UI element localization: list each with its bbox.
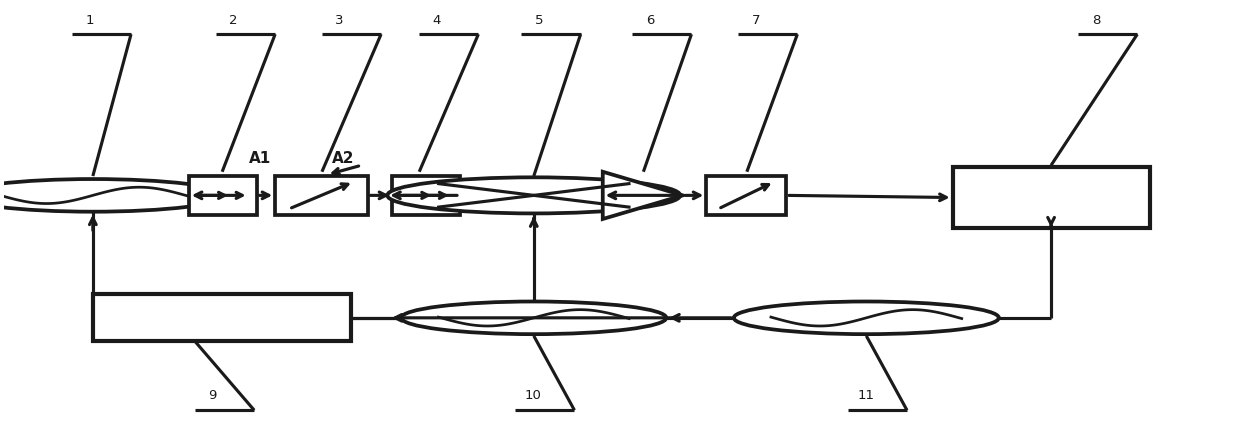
Ellipse shape xyxy=(734,301,999,334)
Text: 8: 8 xyxy=(1091,14,1100,27)
Bar xyxy=(188,176,257,215)
Text: A1: A1 xyxy=(249,152,272,166)
Ellipse shape xyxy=(0,179,226,212)
Bar xyxy=(392,176,460,215)
Text: 1: 1 xyxy=(86,14,94,27)
Bar xyxy=(707,176,786,215)
Ellipse shape xyxy=(387,177,681,213)
Text: 6: 6 xyxy=(646,14,655,27)
Text: 11: 11 xyxy=(857,389,874,403)
Text: 2: 2 xyxy=(229,14,238,27)
Bar xyxy=(93,294,351,342)
Bar xyxy=(275,176,367,215)
Text: 5: 5 xyxy=(534,14,543,27)
Text: A2: A2 xyxy=(331,152,355,166)
Text: 4: 4 xyxy=(433,14,441,27)
Ellipse shape xyxy=(402,301,666,334)
Text: 9: 9 xyxy=(208,389,217,403)
Bar xyxy=(952,167,1149,228)
Polygon shape xyxy=(603,172,683,219)
Text: 3: 3 xyxy=(336,14,343,27)
Text: 10: 10 xyxy=(525,389,542,403)
Text: 7: 7 xyxy=(751,14,760,27)
